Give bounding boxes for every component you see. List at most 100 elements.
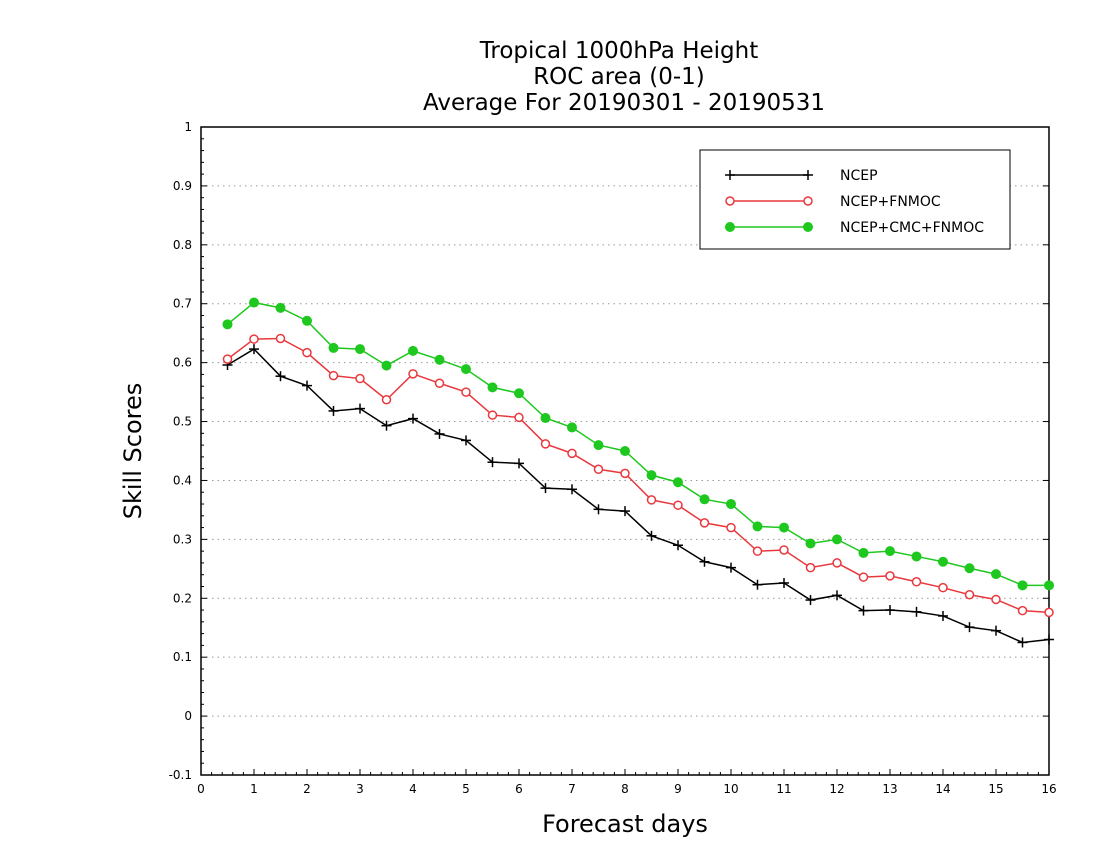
data-point bbox=[567, 484, 577, 495]
data-point bbox=[964, 622, 975, 633]
x-tick-label: 10 bbox=[723, 782, 738, 796]
legend-label: NCEP+CMC+FNMOC bbox=[840, 220, 984, 236]
axis-ticks: 0 1 2 3 4 5 6 7 8 9 10 11 12 13 14 15 16-0.100.10.20.30.… bbox=[169, 120, 1057, 796]
y-tick-label: 0.1 bbox=[173, 650, 192, 664]
data-point bbox=[1017, 637, 1028, 648]
data-point bbox=[646, 530, 657, 541]
legend-marker bbox=[803, 196, 813, 206]
chart-title: Tropical 1000hPa Height ROC area (0-1) A… bbox=[423, 38, 825, 116]
data-point bbox=[964, 563, 975, 574]
data-point bbox=[1017, 580, 1028, 591]
data-point bbox=[726, 499, 736, 510]
series-ncep bbox=[222, 344, 1054, 648]
data-point bbox=[249, 297, 259, 308]
data-point bbox=[434, 378, 445, 389]
series-lines bbox=[222, 297, 1054, 648]
data-point bbox=[752, 546, 763, 556]
data-point bbox=[752, 579, 763, 590]
data-point bbox=[646, 470, 657, 481]
data-point bbox=[726, 522, 736, 533]
data-point bbox=[328, 370, 339, 381]
legend-label: NCEP bbox=[840, 168, 878, 184]
x-tick-label: 13 bbox=[882, 782, 897, 796]
data-point bbox=[885, 546, 895, 557]
series-ncep-fnmoc bbox=[222, 333, 1054, 618]
chart-title-line-2: ROC area (0-1) bbox=[533, 64, 705, 90]
data-point bbox=[991, 594, 1001, 605]
data-point bbox=[673, 500, 683, 510]
data-point bbox=[699, 556, 710, 567]
chart-title-line-1: Tropical 1000hPa Height bbox=[479, 38, 759, 64]
data-point bbox=[805, 562, 816, 573]
data-point bbox=[275, 302, 286, 313]
data-point bbox=[540, 439, 551, 449]
data-point bbox=[381, 420, 392, 431]
data-point bbox=[991, 625, 1001, 636]
data-point bbox=[699, 518, 710, 528]
x-tick-label: 6 bbox=[515, 782, 523, 796]
data-point bbox=[328, 405, 339, 416]
data-point bbox=[461, 364, 471, 375]
data-point bbox=[832, 558, 842, 568]
series-line bbox=[227, 337, 1050, 614]
data-point bbox=[514, 412, 524, 423]
series-line bbox=[227, 301, 1049, 587]
legend-marker bbox=[803, 222, 813, 232]
data-point bbox=[355, 403, 365, 414]
data-point bbox=[964, 589, 975, 600]
y-tick-label: 0.4 bbox=[173, 473, 192, 487]
x-tick-label: 11 bbox=[776, 782, 791, 796]
data-point bbox=[991, 569, 1001, 580]
data-point bbox=[487, 410, 498, 420]
data-point bbox=[620, 506, 630, 517]
x-tick-label: 16 bbox=[1041, 782, 1056, 796]
data-point bbox=[408, 345, 418, 356]
data-point bbox=[858, 547, 869, 558]
series-ncep-cmc-fnmoc bbox=[222, 297, 1054, 591]
data-point bbox=[593, 464, 604, 475]
data-point bbox=[381, 394, 392, 405]
y-tick-label: 0.8 bbox=[173, 238, 192, 252]
data-point bbox=[355, 373, 365, 384]
data-point bbox=[593, 504, 604, 515]
data-point bbox=[487, 457, 498, 468]
y-tick-label: 0.6 bbox=[173, 356, 192, 370]
data-point bbox=[222, 354, 233, 364]
x-tick-label: 2 bbox=[303, 782, 311, 796]
y-tick-label: 1 bbox=[184, 120, 192, 134]
data-point bbox=[858, 572, 869, 582]
data-point bbox=[779, 577, 789, 588]
data-point bbox=[593, 440, 604, 451]
y-tick-label: 0.2 bbox=[173, 591, 192, 605]
data-point bbox=[275, 371, 286, 382]
legend-marker bbox=[725, 170, 735, 180]
x-tick-label: 1 bbox=[250, 782, 258, 796]
legend: NCEP NCEP+FNMOC NCEP+CMC+FNMOC bbox=[699, 149, 1011, 250]
data-point bbox=[1044, 634, 1054, 645]
x-tick-label: 9 bbox=[674, 782, 682, 796]
data-point bbox=[938, 556, 948, 567]
x-tick-label: 3 bbox=[356, 782, 364, 796]
data-point bbox=[885, 571, 895, 581]
y-tick-label: 0 bbox=[184, 709, 192, 723]
x-tick-label: 8 bbox=[621, 782, 629, 796]
legend-item: NCEP+FNMOC bbox=[725, 194, 941, 210]
y-tick-label: 0.9 bbox=[173, 179, 192, 193]
data-point bbox=[249, 334, 259, 344]
x-tick-label: 0 bbox=[197, 782, 205, 796]
data-point bbox=[302, 380, 312, 391]
y-axis-label: Skill Scores bbox=[119, 383, 147, 520]
data-point bbox=[408, 413, 418, 424]
data-point bbox=[275, 333, 286, 344]
data-point bbox=[779, 522, 789, 533]
x-axis-label: Forecast days bbox=[542, 810, 708, 838]
data-point bbox=[699, 494, 710, 505]
legend-label: NCEP+FNMOC bbox=[840, 194, 941, 210]
data-point bbox=[938, 610, 948, 621]
data-point bbox=[328, 342, 339, 353]
data-point bbox=[222, 319, 233, 330]
data-point bbox=[673, 540, 683, 551]
data-point bbox=[620, 446, 630, 456]
data-point bbox=[938, 582, 948, 593]
